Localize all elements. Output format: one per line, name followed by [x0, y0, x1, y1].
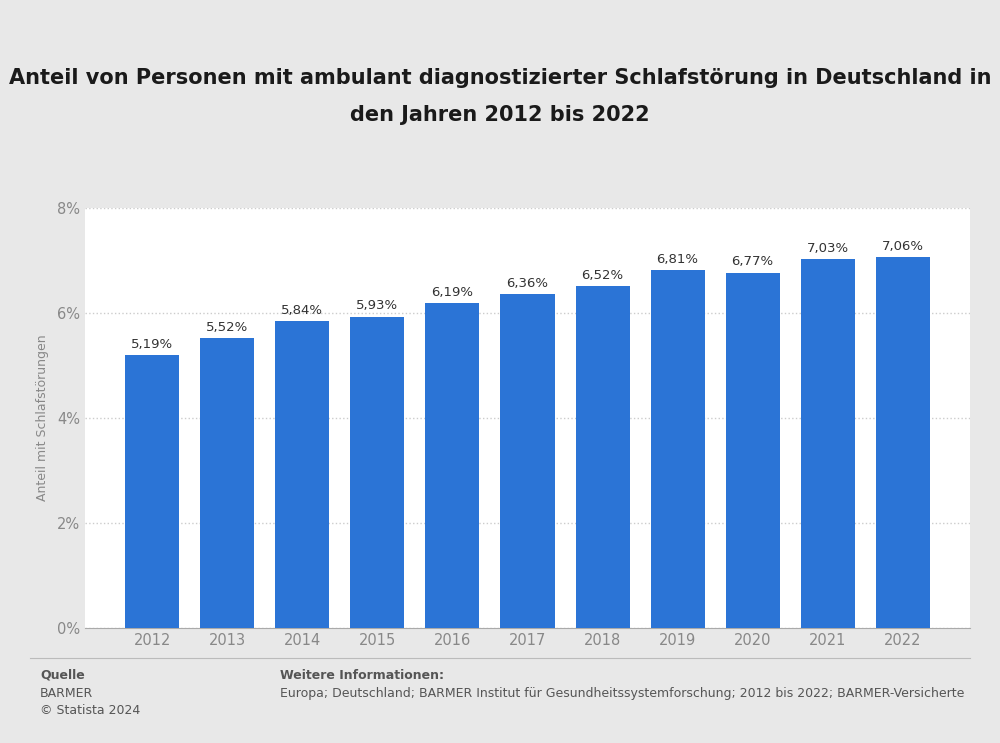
Text: 5,19%: 5,19%: [131, 338, 173, 351]
Text: Quelle: Quelle: [40, 669, 85, 681]
Text: 7,06%: 7,06%: [882, 240, 924, 253]
Text: Weitere Informationen:: Weitere Informationen:: [280, 669, 444, 681]
Text: BARMER: BARMER: [40, 687, 93, 700]
Text: Europa; Deutschland; BARMER Institut für Gesundheitssystemforschung; 2012 bis 20: Europa; Deutschland; BARMER Institut für…: [280, 687, 964, 700]
Text: 5,93%: 5,93%: [356, 299, 398, 313]
Text: 5,84%: 5,84%: [281, 304, 323, 317]
Bar: [425, 303, 479, 628]
Bar: [726, 273, 780, 628]
Bar: [125, 355, 179, 628]
Text: 6,77%: 6,77%: [732, 256, 774, 268]
Text: 6,81%: 6,81%: [657, 253, 699, 266]
Bar: [275, 322, 329, 628]
Y-axis label: Anteil mit Schlafstörungen: Anteil mit Schlafstörungen: [36, 334, 49, 502]
Bar: [500, 294, 555, 628]
Text: 6,36%: 6,36%: [507, 277, 548, 290]
Bar: [876, 257, 930, 628]
Text: 6,19%: 6,19%: [431, 286, 473, 299]
Bar: [651, 270, 705, 628]
Text: © Statista 2024: © Statista 2024: [40, 704, 140, 717]
Bar: [200, 338, 254, 628]
Bar: [350, 317, 404, 628]
Text: 6,52%: 6,52%: [581, 268, 624, 282]
Text: Anteil von Personen mit ambulant diagnostizierter Schlafstörung in Deutschland i: Anteil von Personen mit ambulant diagnos…: [9, 68, 991, 88]
Text: den Jahren 2012 bis 2022: den Jahren 2012 bis 2022: [350, 106, 650, 125]
Text: 5,52%: 5,52%: [206, 321, 248, 334]
Bar: [801, 259, 855, 628]
Text: 7,03%: 7,03%: [807, 241, 849, 255]
Bar: [576, 286, 630, 628]
